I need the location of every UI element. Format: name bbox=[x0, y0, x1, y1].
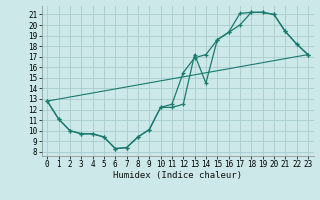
X-axis label: Humidex (Indice chaleur): Humidex (Indice chaleur) bbox=[113, 171, 242, 180]
